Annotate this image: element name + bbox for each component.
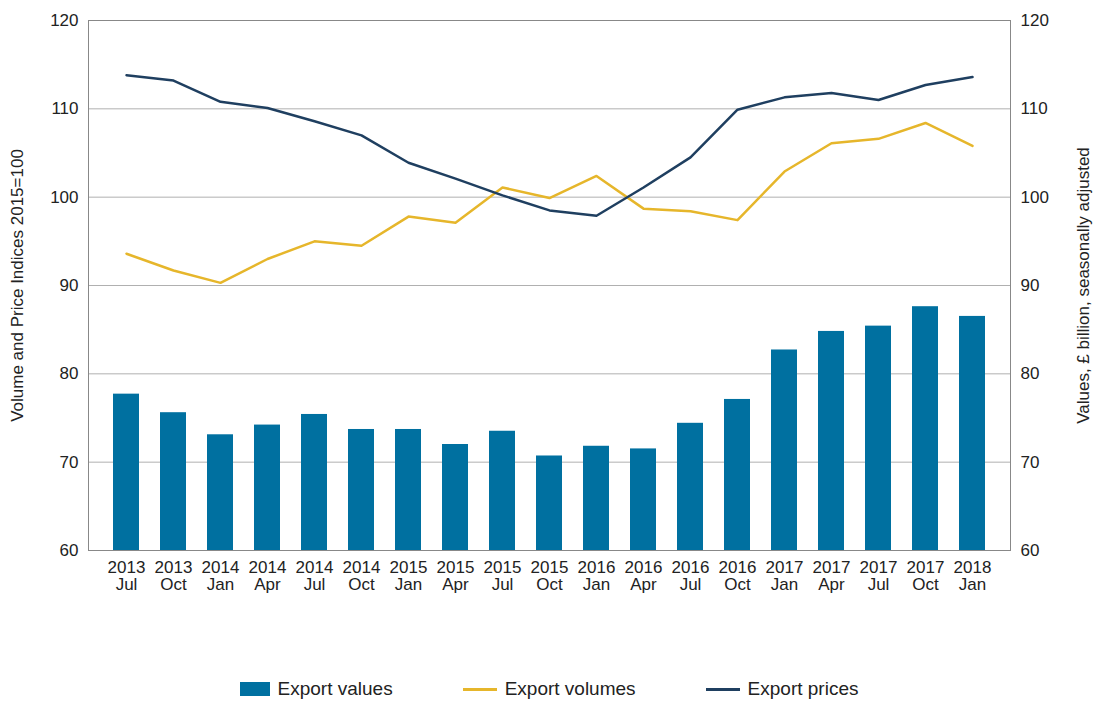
svg-text:2013Jul: 2013Jul bbox=[108, 558, 146, 594]
svg-text:100: 100 bbox=[50, 188, 78, 207]
svg-text:110: 110 bbox=[1021, 99, 1048, 118]
svg-text:2015Apr: 2015Apr bbox=[437, 558, 475, 594]
svg-text:2017Jan: 2017Jan bbox=[766, 558, 804, 594]
svg-text:80: 80 bbox=[60, 364, 79, 383]
svg-text:70: 70 bbox=[1021, 453, 1040, 472]
html-text:Export prices: Export prices bbox=[747, 678, 859, 699]
svg-text:2017Apr: 2017Apr bbox=[813, 558, 851, 594]
svg-text:2014Jul: 2014Jul bbox=[296, 558, 334, 594]
svg-text:2015Oct: 2015Oct bbox=[531, 558, 569, 594]
svg-text:60: 60 bbox=[60, 541, 79, 560]
svg-text:90: 90 bbox=[1021, 276, 1040, 295]
svg-text:80: 80 bbox=[1021, 364, 1040, 383]
svg-text:70: 70 bbox=[60, 453, 79, 472]
svg-text:2015Jan: 2015Jan bbox=[390, 558, 428, 594]
svg-text:2016Apr: 2016Apr bbox=[625, 558, 663, 594]
svg-text:60: 60 bbox=[1021, 541, 1040, 560]
svg-text:2018Jan: 2018Jan bbox=[954, 558, 992, 594]
html-text:Export volumes: Export volumes bbox=[504, 678, 636, 699]
svg-text:2017Oct: 2017Oct bbox=[907, 558, 945, 594]
html-text:Export values: Export values bbox=[277, 678, 393, 699]
svg-text:2016Oct: 2016Oct bbox=[719, 558, 757, 594]
svg-text:2016Jul: 2016Jul bbox=[672, 558, 710, 594]
svg-text:110: 110 bbox=[51, 99, 78, 118]
svg-text:2014Oct: 2014Oct bbox=[343, 558, 381, 594]
svg-text:2014Apr: 2014Apr bbox=[249, 558, 287, 594]
svg-text:2013Oct: 2013Oct bbox=[155, 558, 193, 594]
svg-text:2015Jul: 2015Jul bbox=[484, 558, 522, 594]
svg-text:2017Jul: 2017Jul bbox=[860, 558, 898, 594]
svg-text:2016Jan: 2016Jan bbox=[578, 558, 616, 594]
svg-text:Values, £ billion, seasonally: Values, £ billion, seasonally adjusted bbox=[1074, 147, 1093, 424]
svg-text:2014Jan: 2014Jan bbox=[202, 558, 240, 594]
svg-text:120: 120 bbox=[1021, 11, 1049, 30]
svg-text:90: 90 bbox=[60, 276, 79, 295]
svg-text:Volume and Price Indices 2015=: Volume and Price Indices 2015=100 bbox=[8, 149, 27, 422]
svg-text:100: 100 bbox=[1021, 188, 1049, 207]
svg-text:120: 120 bbox=[50, 11, 78, 30]
